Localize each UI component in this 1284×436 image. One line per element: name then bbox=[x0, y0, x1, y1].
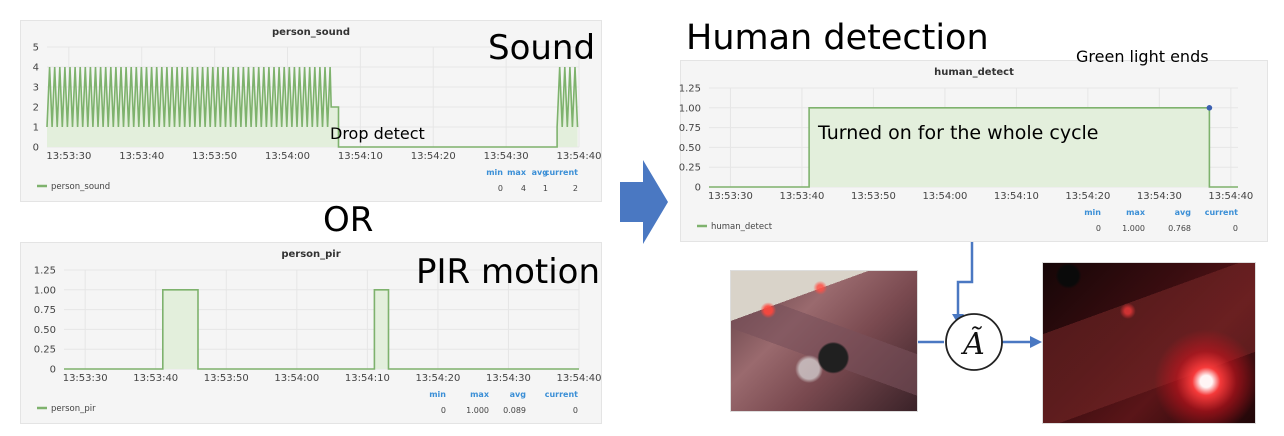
y-tick-label: 0.75 bbox=[679, 123, 701, 134]
y-tick-label: 0.75 bbox=[34, 305, 56, 316]
stat-header-avg: avg bbox=[1175, 208, 1192, 217]
series-line-human_detect bbox=[709, 107, 1238, 188]
x-tick-label: 13:54:20 bbox=[411, 151, 456, 162]
right-arrowhead-icon bbox=[1030, 336, 1042, 348]
legend-entry: person_sound bbox=[51, 182, 110, 192]
or-label: OR bbox=[323, 200, 374, 240]
stat-value-max: 4 bbox=[521, 184, 526, 193]
x-tick-label: 13:54:30 bbox=[486, 373, 531, 384]
stat-value-avg: 1 bbox=[543, 184, 548, 193]
x-tick-label: 13:54:00 bbox=[274, 373, 319, 384]
chart-title: person_pir bbox=[281, 249, 340, 260]
x-tick-label: 13:54:20 bbox=[1065, 191, 1110, 202]
person-pir-panel: person_pir 0 0.25 0.50 0.75 1.00 1.25 13:53:30 1… bbox=[20, 242, 602, 424]
stat-header-current: current bbox=[1205, 208, 1238, 217]
x-tick-label: 13:54:10 bbox=[994, 191, 1039, 202]
y-tick-label: 1.25 bbox=[679, 84, 701, 95]
y-tick-label: 3 bbox=[33, 83, 39, 94]
stat-header-max: max bbox=[507, 168, 527, 177]
sound-label: Sound bbox=[488, 28, 596, 68]
operator-symbol: Ã bbox=[960, 326, 985, 362]
x-tick-label: 13:54:30 bbox=[1137, 191, 1182, 202]
x-tick-label: 13:53:50 bbox=[192, 151, 237, 162]
human-detection-label: Human detection bbox=[686, 18, 989, 58]
photo-circuit-before bbox=[730, 270, 918, 412]
stat-header-max: max bbox=[470, 390, 490, 399]
stat-header-avg: avg bbox=[510, 390, 527, 399]
person-sound-chart: person_sound 0 1 2 3 4 5 13:53:30 13:53:40 13:53:… bbox=[33, 27, 602, 193]
person-pir-chart: person_pir 0 0.25 0.50 0.75 1.00 1.25 13:53:30 1… bbox=[34, 249, 602, 415]
human-detect-chart: human_detect 0 0.25 0.50 0.75 1.00 1.25 13:53:3… bbox=[679, 67, 1254, 233]
x-tick-label: 13:54:40 bbox=[557, 151, 602, 162]
x-tick-label: 13:54:30 bbox=[484, 151, 529, 162]
series-area-person_pir bbox=[64, 289, 579, 369]
x-tick-label: 13:54:20 bbox=[415, 373, 460, 384]
y-tick-label: 1 bbox=[33, 123, 39, 134]
legend-entry: human_detect bbox=[711, 222, 773, 232]
stat-value-current: 0 bbox=[1233, 224, 1238, 233]
connector-line-down bbox=[956, 242, 974, 318]
chart-title: person_sound bbox=[272, 27, 350, 38]
x-tick-label: 13:53:40 bbox=[119, 151, 164, 162]
y-tick-label: 0 bbox=[33, 143, 39, 154]
x-tick-label: 13:54:10 bbox=[345, 373, 390, 384]
person-sound-panel: person_sound 0 1 2 3 4 5 13:53:30 13:53:40 13:53:… bbox=[20, 20, 602, 202]
stat-value-min: 0 bbox=[498, 184, 503, 193]
y-tick-label: 0.50 bbox=[34, 325, 56, 336]
x-tick-label: 13:54:00 bbox=[265, 151, 310, 162]
x-tick-label: 13:53:50 bbox=[204, 373, 249, 384]
y-tick-label: 0 bbox=[695, 183, 701, 194]
legend-entry: person_pir bbox=[51, 404, 96, 414]
human-detect-panel: human_detect 0 0.25 0.50 0.75 1.00 1.25 13:53:3… bbox=[679, 60, 1268, 242]
y-tick-label: 1.00 bbox=[679, 103, 701, 114]
green-light-ends-annotation: Green light ends bbox=[1076, 47, 1209, 66]
stat-header-min: min bbox=[1084, 208, 1101, 217]
stat-value-max: 1.000 bbox=[466, 406, 489, 415]
series-area-human_detect bbox=[709, 107, 1238, 187]
y-tick-label: 1.25 bbox=[34, 266, 56, 277]
x-tick-label: 13:53:30 bbox=[708, 191, 753, 202]
x-tick-label: 13:53:30 bbox=[63, 373, 108, 384]
y-tick-label: 1.00 bbox=[34, 285, 56, 296]
stat-header-current: current bbox=[545, 168, 578, 177]
x-tick-label: 13:54:40 bbox=[557, 373, 602, 384]
x-tick-label: 13:54:10 bbox=[338, 151, 383, 162]
stat-value-min: 0 bbox=[441, 406, 446, 415]
stat-value-min: 0 bbox=[1096, 224, 1101, 233]
stat-value-current: 2 bbox=[573, 184, 578, 193]
stat-header-min: min bbox=[486, 168, 503, 177]
x-tick-label: 13:53:40 bbox=[133, 373, 178, 384]
a-tilde-operator-icon bbox=[945, 313, 1003, 371]
drop-detect-annotation: Drop detect bbox=[330, 124, 425, 143]
x-tick-label: 13:54:00 bbox=[922, 191, 967, 202]
series-line-person_pir bbox=[64, 289, 579, 370]
stat-header-current: current bbox=[545, 390, 578, 399]
x-tick-label: 13:54:40 bbox=[1208, 191, 1253, 202]
y-tick-label: 2 bbox=[33, 103, 39, 114]
right-arrow-icon bbox=[620, 160, 668, 244]
green-light-end-marker bbox=[1206, 105, 1213, 111]
y-tick-label: 0.25 bbox=[679, 163, 701, 174]
y-tick-label: 0.50 bbox=[679, 143, 701, 154]
turned-on-annotation: Turned on for the whole cycle bbox=[818, 122, 1099, 144]
chart-title: human_detect bbox=[934, 67, 1014, 78]
stat-value-avg: 0.768 bbox=[1168, 224, 1191, 233]
x-tick-label: 13:53:50 bbox=[851, 191, 896, 202]
stat-value-current: 0 bbox=[573, 406, 578, 415]
pir-motion-label: PIR motion bbox=[416, 252, 601, 292]
stat-value-avg: 0.089 bbox=[503, 406, 526, 415]
x-tick-label: 13:53:30 bbox=[46, 151, 91, 162]
y-tick-label: 4 bbox=[33, 63, 39, 74]
series-line-person_sound bbox=[46, 66, 579, 148]
x-tick-label: 13:53:40 bbox=[779, 191, 824, 202]
y-tick-label: 5 bbox=[33, 43, 39, 54]
y-tick-label: 0 bbox=[50, 365, 56, 376]
photo-circuit-after bbox=[1042, 262, 1256, 424]
stat-header-avg: avg bbox=[532, 168, 549, 177]
stat-header-min: min bbox=[429, 390, 446, 399]
stat-value-max: 1.000 bbox=[1122, 224, 1145, 233]
stat-header-max: max bbox=[1126, 208, 1146, 217]
y-tick-label: 0.25 bbox=[34, 345, 56, 356]
